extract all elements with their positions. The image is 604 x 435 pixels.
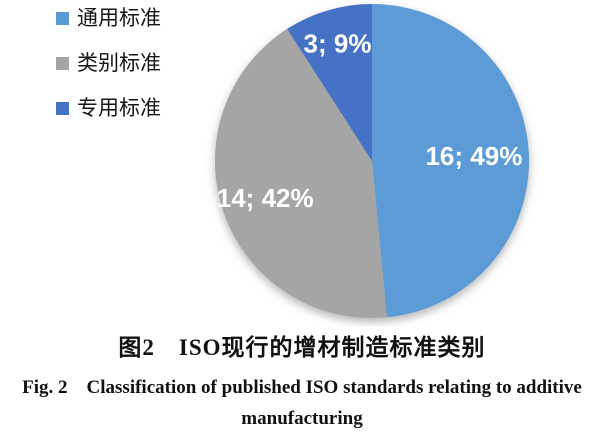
figure-caption-chinese: 图2 ISO现行的增材制造标准类别 [118, 335, 486, 360]
legend-item-category-standards: 类别标准 [56, 51, 161, 76]
chart-legend: 通用标准 类别标准 专用标准 [56, 6, 161, 141]
figure-caption-english-line1: Fig. 2 Classification of published ISO s… [22, 377, 582, 398]
legend-swatch-darkblue-icon [56, 102, 69, 115]
pie-chart-figure: 16; 49% 14; 42% 3; 9% 通用标准 类别标准 专用标准 [56, 3, 530, 319]
legend-swatch-gray-icon [56, 57, 69, 70]
legend-swatch-blue-icon [56, 12, 69, 25]
legend-item-special-standards: 专用标准 [56, 96, 161, 121]
pie-slice-0 [372, 3, 530, 318]
legend-item-general-standards: 通用标准 [56, 6, 161, 31]
legend-label-special-standards: 专用标准 [77, 97, 161, 120]
pie-chart-svg: 16; 49% 14; 42% 3; 9% [214, 3, 530, 319]
figure-caption-english-line2: manufacturing [241, 408, 363, 429]
pie-slice-1 [214, 28, 387, 319]
figure-caption-english: Fig. 2 Classification of published ISO s… [0, 372, 604, 434]
pie-slice-label-0: 16; 49% [425, 141, 522, 171]
pie-slice-label-2: 3; 9% [304, 29, 372, 59]
legend-label-general-standards: 通用标准 [77, 7, 161, 30]
pie-slice-label-1: 14; 42% [217, 183, 314, 213]
legend-label-category-standards: 类别标准 [77, 52, 161, 75]
pie-slice-2 [287, 4, 372, 161]
